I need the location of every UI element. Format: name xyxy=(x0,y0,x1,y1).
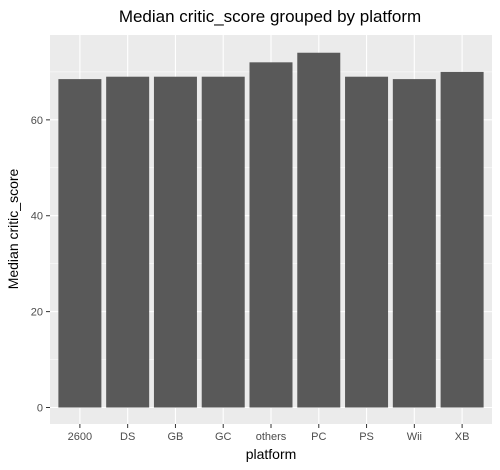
bar-XB xyxy=(440,71,484,408)
x-tick-label: Wii xyxy=(407,431,422,443)
bar-2600 xyxy=(58,79,102,408)
x-tick-label: PC xyxy=(311,431,326,443)
x-axis: 2600 DS GB GC others PC PS Wii XB xyxy=(68,424,470,443)
x-axis-title: platform xyxy=(246,446,297,462)
x-tick-label: GB xyxy=(167,431,183,443)
bar-Wii xyxy=(392,79,436,408)
bar-others xyxy=(249,62,293,408)
bar-PC xyxy=(297,52,341,408)
x-tick-label: XB xyxy=(455,431,470,443)
y-axis-title: Median critic_score xyxy=(5,168,21,289)
y-axis: 0 20 40 60 xyxy=(31,115,50,415)
x-tick-label: 2600 xyxy=(68,431,92,443)
chart-title: Median critic_score grouped by platform xyxy=(119,7,421,26)
bar-GC xyxy=(201,76,245,408)
bar-GB xyxy=(153,76,197,408)
bar-DS xyxy=(106,76,150,408)
x-tick-label: others xyxy=(256,431,287,443)
y-tick-label: 60 xyxy=(31,115,43,127)
bar-PS xyxy=(345,76,389,408)
bars xyxy=(58,52,484,408)
y-tick-label: 40 xyxy=(31,211,43,223)
y-tick-label: 0 xyxy=(37,403,43,415)
y-tick-label: 20 xyxy=(31,307,43,319)
x-tick-label: PS xyxy=(359,431,374,443)
x-tick-label: GC xyxy=(215,431,232,443)
x-tick-label: DS xyxy=(120,431,135,443)
